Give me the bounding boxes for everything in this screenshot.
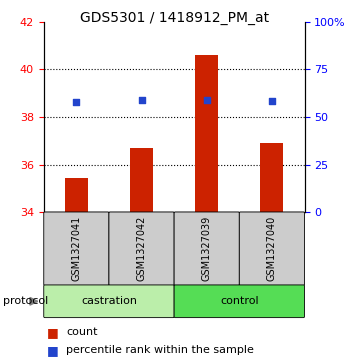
Text: ■: ■ bbox=[47, 326, 59, 339]
Bar bbox=[195, 55, 218, 212]
Text: count: count bbox=[66, 327, 98, 337]
Text: percentile rank within the sample: percentile rank within the sample bbox=[66, 345, 254, 355]
Text: ■: ■ bbox=[47, 344, 59, 357]
Text: GSM1327042: GSM1327042 bbox=[136, 216, 147, 281]
Text: GSM1327040: GSM1327040 bbox=[267, 216, 277, 281]
Point bbox=[74, 99, 79, 105]
Bar bbox=[260, 143, 283, 212]
Text: castration: castration bbox=[81, 296, 137, 306]
Point bbox=[139, 97, 144, 103]
Bar bbox=[130, 148, 153, 212]
Point bbox=[269, 98, 275, 104]
Text: protocol: protocol bbox=[4, 296, 49, 306]
Point bbox=[204, 97, 210, 103]
Text: GSM1327039: GSM1327039 bbox=[202, 216, 212, 281]
Bar bbox=[65, 178, 88, 212]
Text: control: control bbox=[220, 296, 259, 306]
Text: GSM1327041: GSM1327041 bbox=[71, 216, 81, 281]
Text: GDS5301 / 1418912_PM_at: GDS5301 / 1418912_PM_at bbox=[80, 11, 270, 25]
